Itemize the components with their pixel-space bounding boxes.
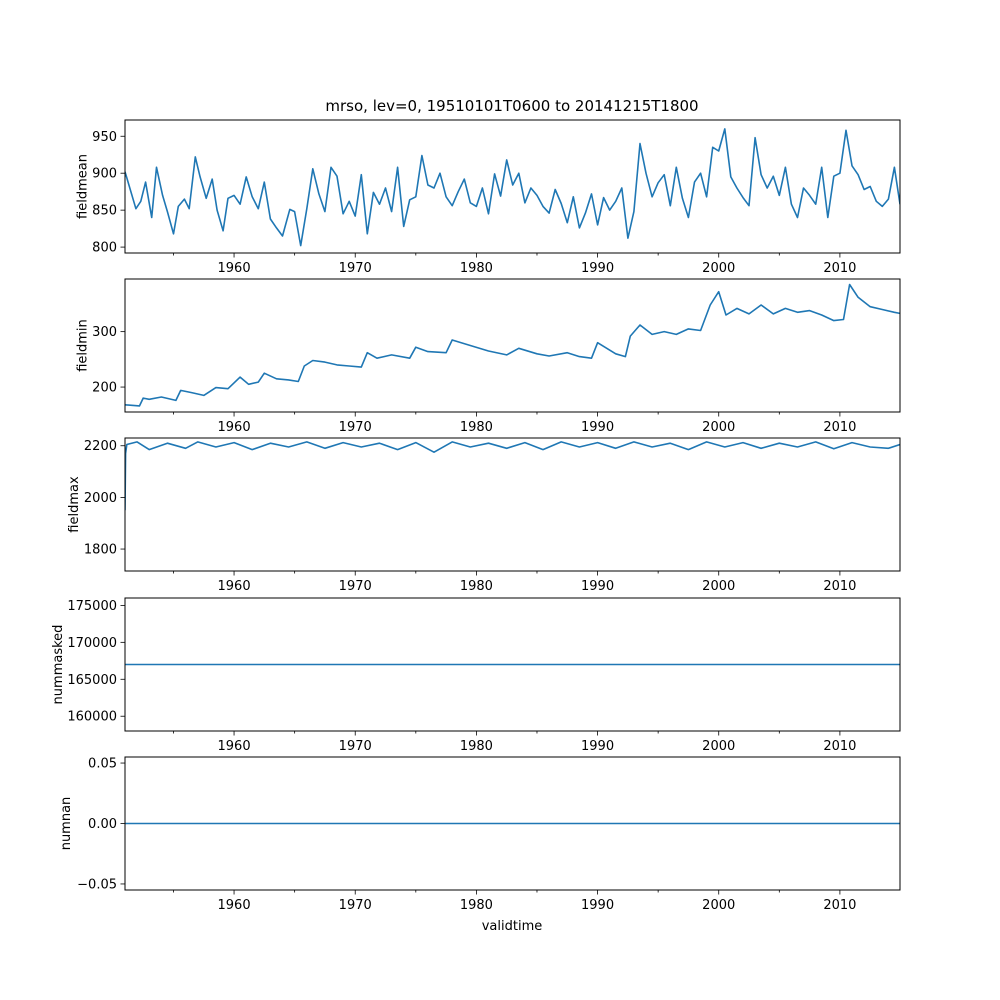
y-tick-label: 0.05 <box>88 757 117 772</box>
x-tick-label: 1990 <box>581 261 614 276</box>
y-tick-label: 300 <box>92 325 117 340</box>
y-tick-label: 2200 <box>84 439 117 454</box>
y-tick-label: 170000 <box>67 636 117 651</box>
panel-numnan: 1960 1970 1980 1990 2000 2010 −0.05 0.00 0.05 num… <box>59 756 901 913</box>
y-tick-label: 200 <box>92 381 117 396</box>
y-tick-label: 2000 <box>84 491 117 506</box>
y-axis-label-numnan: numnan <box>59 797 74 851</box>
y-axis-label-fieldmin: fieldmin <box>75 319 90 372</box>
x-tick-label: 1990 <box>581 579 614 594</box>
x-tick-label: 1980 <box>460 898 493 913</box>
x-tick-label: 1970 <box>339 739 372 754</box>
y-tick-label: 1800 <box>84 543 117 558</box>
y-tick-label: 160000 <box>67 710 117 725</box>
axes-frame-fieldmin <box>124 278 901 413</box>
y-tick-label: 0.00 <box>88 817 117 832</box>
panel-fieldmax: 1960 1970 1980 1990 2000 2010 1800 2000 2200 fiel… <box>67 437 901 594</box>
series-line-fieldmax <box>125 441 900 511</box>
panel-nummasked: 1960 1970 1980 1990 2000 2010 160000 165000 1700… <box>51 597 901 754</box>
y-axis-label-fieldmax: fieldmax <box>67 476 82 533</box>
x-tick-label: 1960 <box>218 261 251 276</box>
axes-frame-nummasked <box>124 597 901 732</box>
series-line-fieldmin <box>125 283 900 407</box>
y-axis-label-nummasked: nummasked <box>51 625 66 705</box>
axes-frame-fieldmean <box>124 119 901 254</box>
x-tick-label: 2000 <box>702 739 735 754</box>
y-tick-label: 175000 <box>67 599 117 614</box>
x-axis-label: validtime <box>482 919 543 934</box>
axes-frame-fieldmax <box>124 437 901 572</box>
x-tick-label: 2000 <box>702 579 735 594</box>
x-tick-label: 1990 <box>581 898 614 913</box>
x-tick-label: 1990 <box>581 739 614 754</box>
x-tick-label: 2010 <box>823 898 856 913</box>
x-tick-label: 1970 <box>339 898 372 913</box>
y-tick-label: 950 <box>92 130 117 145</box>
x-tick-label: 2010 <box>823 579 856 594</box>
x-tick-label: 1990 <box>581 420 614 435</box>
x-tick-label: 2010 <box>823 261 856 276</box>
y-tick-label: 850 <box>92 204 117 219</box>
x-tick-label: 1980 <box>460 261 493 276</box>
y-tick-label: 165000 <box>67 673 117 688</box>
x-tick-label: 1970 <box>339 261 372 276</box>
x-tick-label: 1960 <box>218 898 251 913</box>
x-tick-label: 1980 <box>460 420 493 435</box>
x-tick-label: 1970 <box>339 420 372 435</box>
y-tick-label: −0.05 <box>77 877 117 892</box>
x-tick-label: 2000 <box>702 261 735 276</box>
x-tick-label: 1970 <box>339 579 372 594</box>
panel-fieldmean: 1960 1970 1980 1990 2000 2010 800 850 900 950fiel… <box>75 119 901 276</box>
x-tick-label: 2000 <box>702 420 735 435</box>
series-line-fieldmean <box>125 128 900 247</box>
x-tick-label: 1960 <box>218 739 251 754</box>
chart-title: mrso, lev=0, 19510101T0600 to 20141215T1… <box>325 97 698 115</box>
y-tick-label: 800 <box>92 241 117 256</box>
x-tick-label: 2000 <box>702 898 735 913</box>
x-tick-label: 1980 <box>460 579 493 594</box>
panels: 1960 1970 1980 1990 2000 2010800850900950fiel… <box>51 119 901 913</box>
y-axis-label-fieldmean: fieldmean <box>75 154 90 219</box>
x-tick-label: 2010 <box>823 420 856 435</box>
x-tick-label: 1980 <box>460 739 493 754</box>
x-tick-label: 1960 <box>218 420 251 435</box>
y-tick-label: 900 <box>92 167 117 182</box>
x-tick-label: 2010 <box>823 739 856 754</box>
x-tick-label: 1960 <box>218 579 251 594</box>
